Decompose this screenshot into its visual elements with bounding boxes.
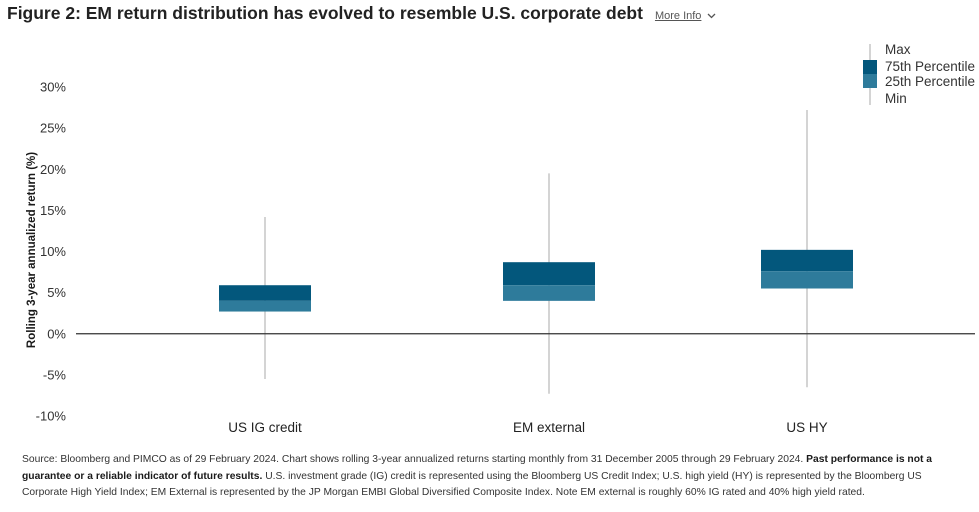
y-tick-label: 0%: [47, 326, 66, 341]
box-lower-segment: [219, 300, 311, 312]
box-lower-segment: [761, 271, 853, 289]
footnote-text-1: Source: Bloomberg and PIMCO as of 29 Feb…: [22, 454, 807, 465]
source-footnote: Source: Bloomberg and PIMCO as of 29 Feb…: [22, 452, 967, 502]
y-tick-label: -5%: [43, 367, 67, 382]
y-axis-label: Rolling 3-year annualized return (%): [26, 152, 38, 348]
box-upper-segment: [503, 262, 595, 286]
legend-upper-swatch: [863, 60, 877, 74]
legend-item-label: Min: [885, 91, 907, 106]
y-tick-label: 20%: [40, 162, 66, 177]
y-tick-label: 15%: [40, 203, 66, 218]
footnote-text-2: U.S. investment grade (IG) credit is rep…: [22, 470, 922, 499]
y-tick-label: 5%: [47, 285, 66, 300]
legend-item-label: Max: [885, 42, 911, 57]
box-upper-segment: [219, 285, 311, 301]
footnote-disclaimer: Past performance is not a guarantee or a…: [22, 454, 933, 482]
chart-title: Figure 2: EM return distribution has evo…: [7, 3, 643, 23]
box-upper-segment: [761, 249, 853, 272]
chart-header: Figure 2: EM return distribution has evo…: [7, 3, 716, 24]
y-tick-label: -10%: [36, 409, 67, 424]
chevron-down-icon: [707, 10, 716, 22]
legend-item-label: 25th Percentile: [885, 74, 975, 89]
x-category-label: EM external: [513, 420, 585, 435]
y-tick-label: 10%: [40, 244, 66, 259]
y-tick-label: 30%: [40, 80, 66, 95]
more-info-label: More Info: [654, 10, 702, 22]
legend-lower-swatch: [863, 74, 877, 88]
x-category-label: US IG credit: [228, 420, 302, 435]
y-tick-label: 25%: [40, 121, 66, 136]
box-lower-segment: [503, 285, 595, 301]
more-info-button[interactable]: More Info: [655, 10, 716, 22]
box-plot-chart: -10% -5% 0% 5% 10% 15% 20% 25% 30% Rolling 3-year…: [26, 42, 975, 435]
legend-item-label: 75th Percentile: [885, 59, 975, 74]
x-category-label: US HY: [786, 420, 827, 435]
